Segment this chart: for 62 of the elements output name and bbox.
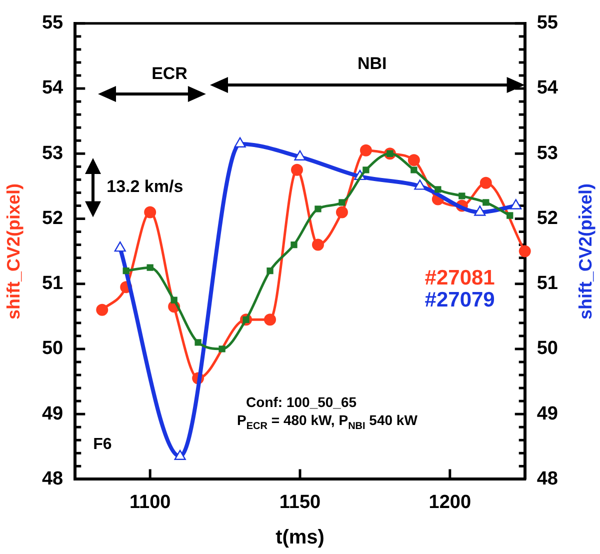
y-tick-label: 53	[42, 142, 64, 164]
annotation: F6	[93, 436, 112, 454]
y2-tick-label: 54	[536, 78, 558, 99]
point	[174, 450, 186, 460]
point	[482, 199, 490, 206]
point	[144, 206, 156, 218]
annotation: Conf: 100_50_65	[246, 394, 357, 410]
annotation: ECR	[152, 64, 188, 84]
y-tick-label: 50	[42, 338, 64, 360]
series-label: #27081	[424, 266, 496, 290]
point	[480, 176, 492, 189]
x-axis-title: t(ms)	[276, 526, 324, 549]
point	[291, 164, 303, 176]
point	[408, 154, 420, 166]
x-tick-label: 1100	[129, 492, 171, 513]
point	[266, 268, 274, 274]
point	[194, 339, 202, 346]
point	[146, 264, 154, 271]
y2-tick-label: 53	[536, 142, 558, 164]
x-tick-label: 1150	[279, 492, 321, 513]
y2-tick-label: 49	[536, 403, 558, 424]
point	[218, 346, 226, 352]
y-tick-label: 48	[42, 468, 64, 490]
point	[170, 296, 178, 304]
point	[312, 238, 324, 251]
y-tick-label: 49	[42, 403, 64, 424]
point	[96, 304, 108, 316]
point	[122, 268, 130, 274]
annotation: NBI	[357, 54, 387, 74]
y2-tick-label: 48	[536, 468, 558, 490]
point	[458, 192, 466, 200]
text: #27079	[424, 288, 495, 312]
y2-tick-label: 52	[536, 208, 558, 229]
y-tick-label: 52	[42, 208, 64, 229]
point	[264, 314, 276, 326]
annotation: 13.2 km/s	[106, 177, 184, 198]
y2-tick-label: 55	[536, 12, 558, 34]
point	[362, 166, 370, 174]
y2-axis-title: shift_CV2(pixel)	[576, 183, 597, 320]
y-axis-title: shift_CV2(pixel)	[4, 183, 25, 320]
point	[518, 245, 531, 258]
point	[336, 206, 348, 218]
point	[294, 150, 306, 160]
y-tick-label: 51	[42, 273, 64, 294]
point	[506, 212, 514, 219]
point	[338, 199, 346, 206]
y2-tick-label: 50	[536, 338, 558, 360]
point	[290, 241, 298, 248]
point	[114, 241, 126, 252]
y2-tick-label: 51	[536, 273, 558, 294]
y-tick-label: 54	[42, 78, 64, 99]
point	[234, 137, 246, 148]
point	[314, 206, 322, 212]
point	[474, 206, 486, 216]
point	[410, 166, 418, 174]
x-tick-label: 1200	[428, 492, 472, 513]
point	[510, 199, 522, 210]
point	[434, 186, 442, 193]
point	[414, 180, 426, 190]
y-tick-label: 55	[42, 12, 64, 34]
point	[360, 144, 372, 156]
annotation: P$_{ECR}$ = 480 kW, P$_{NBI}$ 540 kW	[237, 412, 418, 432]
